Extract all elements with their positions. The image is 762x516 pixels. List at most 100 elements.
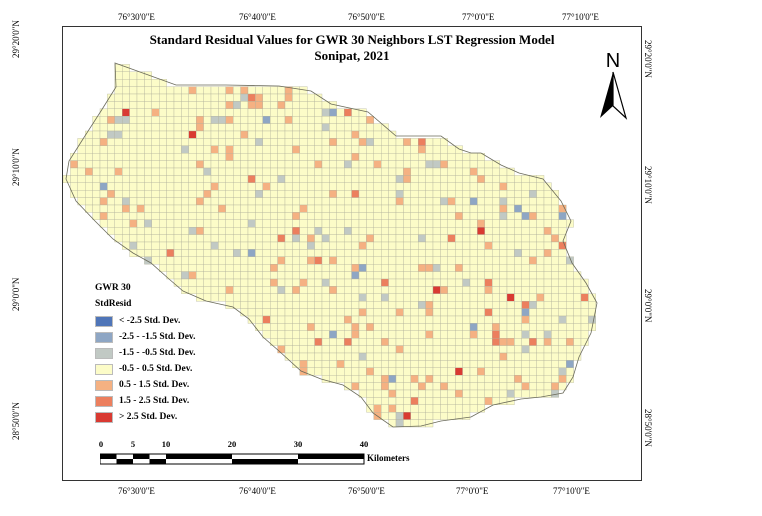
grid-cell bbox=[506, 389, 515, 398]
grid-cell bbox=[233, 219, 241, 228]
grid-cell bbox=[403, 145, 411, 154]
grid-cell bbox=[336, 249, 345, 257]
grid-cell bbox=[484, 256, 493, 265]
grid-cell bbox=[403, 301, 411, 309]
grid-cell bbox=[492, 234, 500, 243]
grid-cell bbox=[233, 197, 241, 206]
grid-cell bbox=[381, 278, 389, 287]
grid-cell bbox=[484, 397, 493, 405]
grid-cell bbox=[373, 241, 382, 250]
grid-cell bbox=[284, 219, 293, 228]
grid-cell bbox=[196, 249, 204, 257]
grid-cell bbox=[240, 190, 249, 198]
grid-cell bbox=[418, 204, 426, 213]
grid-cell bbox=[351, 301, 360, 309]
grid-cell bbox=[366, 182, 374, 191]
grid-cell bbox=[551, 330, 559, 339]
grid-cell bbox=[255, 123, 263, 132]
grid-cell bbox=[262, 271, 271, 280]
grid-cell bbox=[299, 264, 308, 272]
grid-cell bbox=[321, 182, 330, 191]
grid-cell bbox=[240, 93, 249, 102]
grid-cell bbox=[336, 212, 345, 220]
grid-cell bbox=[499, 286, 508, 294]
grid-cell bbox=[351, 212, 360, 220]
grid-cell bbox=[351, 323, 360, 331]
grid-cell bbox=[336, 138, 345, 146]
grid-cell bbox=[129, 167, 138, 176]
grid-cell bbox=[447, 160, 456, 169]
grid-cell bbox=[551, 227, 559, 235]
grid-cell bbox=[181, 153, 189, 161]
grid-cell bbox=[455, 204, 463, 213]
grid-cell bbox=[114, 227, 123, 235]
grid-cell bbox=[410, 404, 419, 413]
legend-swatch bbox=[95, 331, 113, 343]
grid-cell bbox=[432, 367, 441, 376]
grid-cell bbox=[262, 278, 271, 287]
grid-cell bbox=[529, 301, 537, 309]
grid-cell bbox=[432, 256, 441, 265]
grid-cell bbox=[196, 145, 204, 154]
grid-cell bbox=[262, 301, 271, 309]
grid-cell bbox=[151, 241, 160, 250]
grid-cell bbox=[536, 286, 545, 294]
grid-cell bbox=[477, 293, 485, 302]
grid-cell bbox=[77, 182, 86, 191]
grid-cell bbox=[173, 116, 182, 124]
grid-cell bbox=[536, 271, 545, 280]
grid-cell bbox=[477, 241, 485, 250]
grid-cell bbox=[455, 389, 463, 398]
grid-cell bbox=[314, 256, 323, 265]
grid-cell bbox=[181, 175, 189, 183]
grid-cell bbox=[499, 190, 508, 198]
grid-cell bbox=[122, 204, 130, 213]
coord-left-2: 29°10'0"N bbox=[11, 148, 21, 186]
grid-cell bbox=[225, 234, 234, 243]
grid-cell bbox=[262, 234, 271, 243]
grid-cell bbox=[114, 145, 123, 154]
grid-cell bbox=[159, 86, 167, 95]
grid-cell bbox=[166, 153, 175, 161]
grid-cell bbox=[558, 338, 567, 346]
grid-cell bbox=[225, 190, 234, 198]
grid-cell bbox=[366, 116, 374, 124]
grid-cell bbox=[277, 101, 286, 109]
grid-cell bbox=[292, 108, 300, 117]
grid-cell bbox=[277, 256, 286, 265]
grid-cell bbox=[462, 264, 471, 272]
grid-cell bbox=[299, 130, 308, 139]
grid-cell bbox=[292, 345, 300, 354]
grid-cell bbox=[321, 256, 330, 265]
grid-cell bbox=[77, 190, 86, 198]
grid-cell bbox=[344, 367, 352, 376]
grid-cell bbox=[166, 160, 175, 169]
grid-cell bbox=[336, 301, 345, 309]
grid-cell bbox=[358, 278, 367, 287]
grid-cell bbox=[469, 264, 478, 272]
grid-cell bbox=[336, 308, 345, 317]
grid-cell bbox=[210, 108, 219, 117]
grid-cell bbox=[425, 382, 434, 391]
grid-cell bbox=[159, 212, 167, 220]
grid-cell bbox=[484, 375, 493, 383]
grid-cell bbox=[462, 389, 471, 398]
grid-cell bbox=[551, 286, 559, 294]
grid-cell bbox=[277, 204, 286, 213]
grid-cell bbox=[373, 204, 382, 213]
grid-cell bbox=[447, 412, 456, 420]
grid-cell bbox=[225, 175, 234, 183]
grid-cell bbox=[270, 197, 278, 206]
grid-cell bbox=[373, 160, 382, 169]
grid-cell bbox=[136, 108, 145, 117]
grid-cell bbox=[218, 234, 226, 243]
grid-cell bbox=[529, 323, 537, 331]
grid-cell bbox=[225, 93, 234, 102]
grid-cell bbox=[366, 264, 374, 272]
grid-cell bbox=[403, 234, 411, 243]
grid-cell bbox=[262, 130, 271, 139]
grid-cell bbox=[366, 345, 374, 354]
grid-cell bbox=[107, 153, 115, 161]
grid-cell bbox=[418, 175, 426, 183]
grid-cell bbox=[425, 249, 434, 257]
